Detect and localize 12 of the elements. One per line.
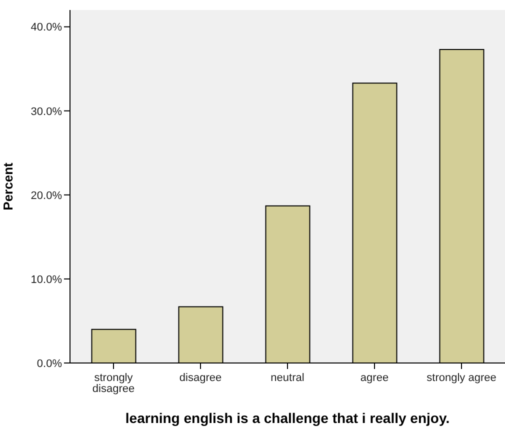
x-tick-label: strongly disagree xyxy=(92,372,135,395)
y-tick-label: 10.0% xyxy=(30,274,62,286)
y-tick-label: 40.0% xyxy=(30,22,62,34)
y-tick-label: 30.0% xyxy=(30,106,62,118)
y-tick-label: 0.0% xyxy=(36,358,62,370)
y-axis-title: Percent xyxy=(0,162,16,210)
x-tick-label: agree xyxy=(360,372,389,384)
x-axis-title: learning english is a challenge that i really enjoy. xyxy=(125,410,450,426)
y-tick-label: 20.0% xyxy=(30,190,62,202)
x-tick-label: neutral xyxy=(270,372,304,384)
x-tick-label: disagree xyxy=(179,372,222,384)
x-tick-label: strongly agree xyxy=(426,372,496,384)
